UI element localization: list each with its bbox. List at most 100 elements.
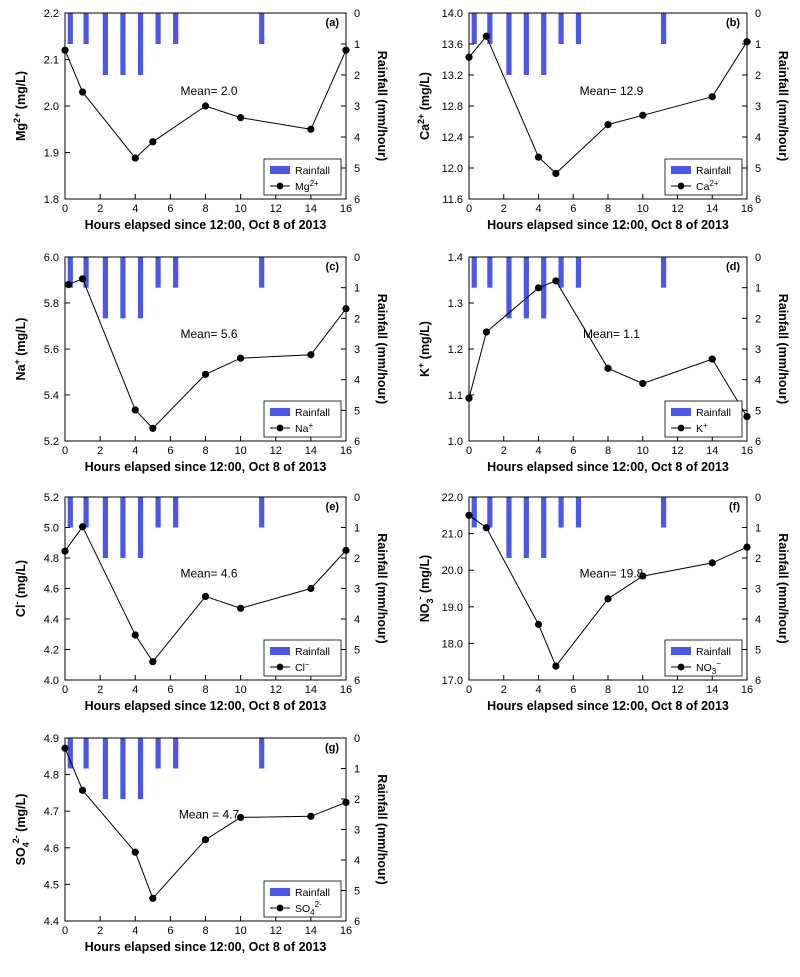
x-tick-label: 0 [466,445,472,457]
y2-tick-label: 5 [755,163,761,175]
panel-label: (e) [326,501,340,513]
y2-tick-label: 6 [755,436,761,448]
x-tick-label: 12 [671,203,683,215]
rainfall-bar [575,13,582,44]
concentration-point [149,138,157,146]
legend-line-label: NO3− [696,659,721,676]
x-tick-label: 14 [706,445,718,457]
legend-line-marker [276,182,284,190]
legend-box [664,639,743,677]
x-tick-label: 8 [605,684,611,696]
x-tick-label: 12 [270,925,282,937]
y-tick-label: 12.4 [442,132,463,144]
y-tick-label: 5.4 [44,390,59,402]
y2-tick-label: 4 [354,375,360,387]
y2-tick-label: 0 [755,252,761,264]
y2-tick-label: 2 [354,313,360,325]
concentration-point [708,355,716,363]
concentration-point [534,284,543,292]
legend-rainfall-label: Rainfall [295,165,330,177]
concentration-point [552,169,560,178]
x-tick-label: 16 [340,445,352,457]
concentration-point [201,592,210,601]
concentration-point [78,88,87,96]
x-tick-label: 2 [97,684,103,696]
concentration-point [639,572,647,580]
legend-rainfall-swatch [270,647,290,655]
concentration-point [237,604,245,612]
y-axis-title: K+ (mg/L) [416,321,432,377]
concentration-line [468,35,748,175]
concentration-line [468,514,748,668]
y-tick-label: 4.6 [44,584,59,596]
legend-rainfall-swatch [270,166,290,174]
rainfall-bar [137,497,144,558]
y-tick-label: 21.0 [442,529,463,541]
y-tick-label: 4.4 [44,614,59,626]
legend-box [263,400,342,438]
rainfall-bar [67,738,73,769]
x-tick-label: 6 [570,445,576,457]
concentration-point [201,836,210,844]
y2-axis-title: Rainfall (mm/hour) [776,533,790,643]
y-tick-label: 4.8 [44,770,59,782]
concentration-point [307,351,315,359]
x-tick-label: 8 [202,203,208,215]
x-axis-title: Hours elapsed since 12:00, Oct 8 of 2013 [487,460,729,474]
rainfall-bar [83,738,89,769]
concentration-point [149,424,157,432]
x-tick-label: 0 [466,203,472,215]
y2-tick-label: 3 [755,101,761,113]
legend-line-label: Mg2+ [295,179,319,193]
y-tick-label: 17.0 [442,675,463,687]
x-tick-label: 16 [340,925,352,937]
y-tick-label: 5.6 [44,344,59,356]
x-tick-label: 2 [501,203,507,215]
x-tick-label: 6 [167,684,173,696]
legend-line-marker [276,904,284,912]
x-tick-label: 10 [637,684,649,696]
x-tick-label: 14 [706,684,718,696]
x-tick-label: 12 [671,445,683,457]
y2-tick-label: 1 [354,764,360,776]
mean-annotation: Mean= 2.0 [180,84,237,98]
rainfall-bar [523,13,529,75]
y2-tick-label: 1 [354,283,360,295]
y-tick-label: 18.0 [442,638,463,650]
legend-rainfall-swatch [671,166,691,174]
y2-tick-label: 0 [354,8,360,20]
legend-rainfall-swatch [270,408,290,416]
x-tick-label: 2 [97,445,103,457]
x-tick-label: 16 [340,684,352,696]
rainfall-bar [120,257,126,319]
concentration-point [639,111,647,119]
concentration-point [552,277,560,285]
y2-tick-label: 4 [354,855,360,867]
x-tick-label: 2 [97,925,103,937]
legend-line-label: Na+ [295,421,313,435]
x-tick-label: 10 [235,445,247,457]
x-tick-label: 0 [62,445,68,457]
mean-annotation: Mean= 5.6 [180,327,237,341]
rainfall-bar [67,257,73,288]
rainfall-bar [506,257,512,319]
rainfall-bar [83,13,89,44]
y-tick-label: 1.2 [448,344,463,356]
x-tick-label: 6 [167,925,173,937]
y-tick-label: 4.2 [44,645,59,657]
x-axis-title: Hours elapsed since 12:00, Oct 8 of 2013 [85,460,327,474]
rainfall-bar [259,497,265,528]
legend-box [263,880,342,918]
concentration-line [64,748,347,900]
x-axis-title: Hours elapsed since 12:00, Oct 8 of 2013 [85,940,327,954]
chart-panel-g: 0 2 4 6 8 10 12 14 164.44.54.64.74.84.9 0123456(g… [11,733,389,954]
x-tick-label: 12 [671,684,683,696]
y-tick-label: 4.0 [44,675,59,687]
concentration-point [201,102,210,110]
rainfall-bar [173,257,179,288]
rainfall-bar [471,13,477,44]
mean-annotation: Mean = 4.7 [179,808,240,822]
rainfall-bar [102,497,108,558]
y2-axis-title: Rainfall (mm/hour) [776,51,790,161]
y-tick-label: 5.0 [44,523,59,535]
